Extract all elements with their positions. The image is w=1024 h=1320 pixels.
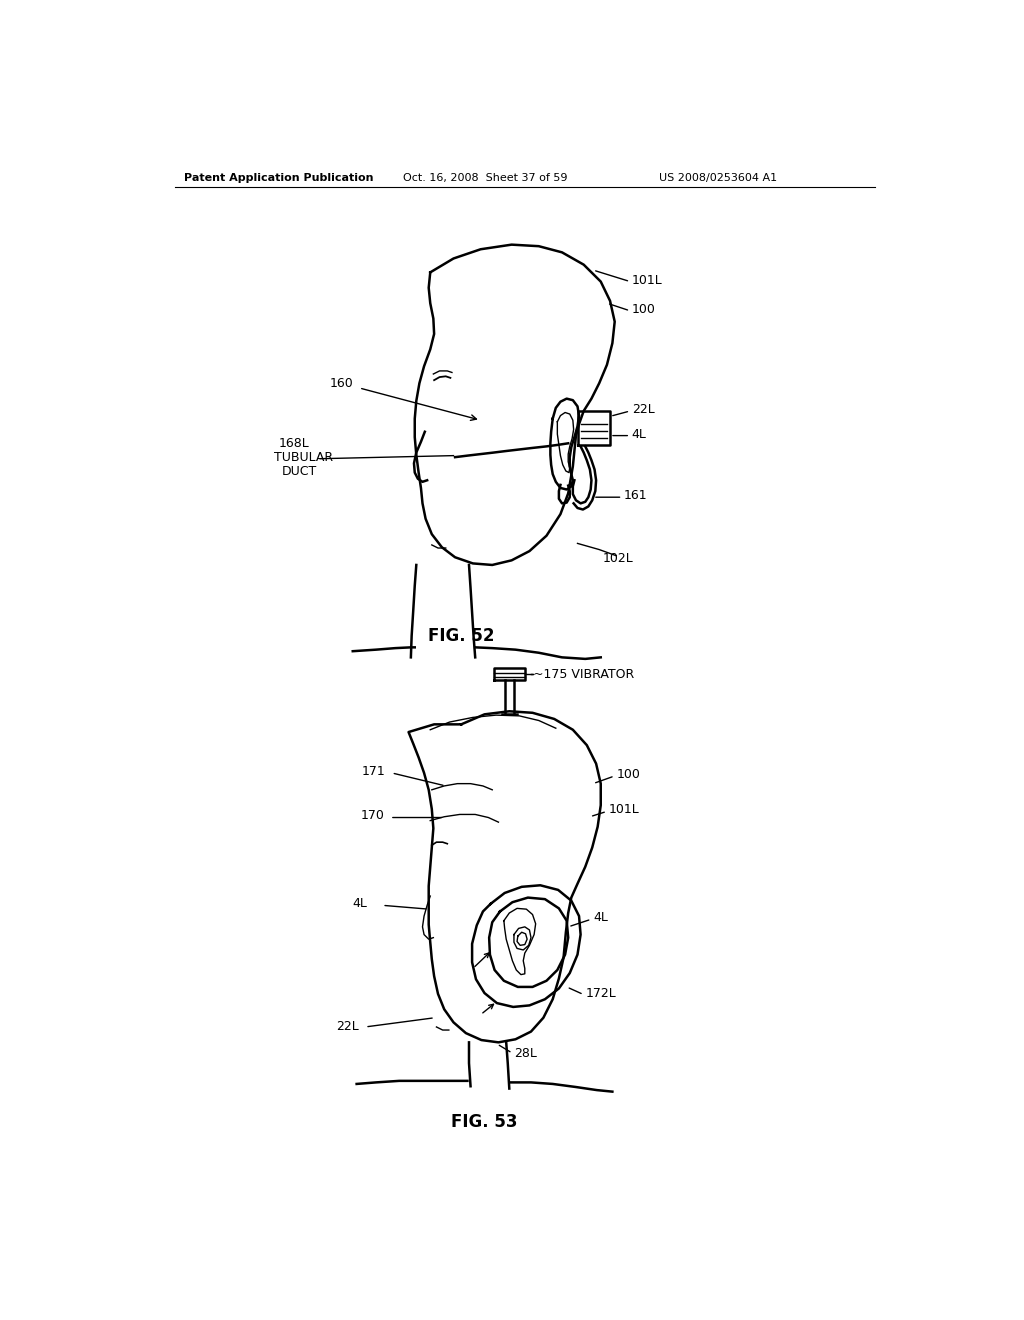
Text: Patent Application Publication: Patent Application Publication — [183, 173, 374, 182]
Text: 172L: 172L — [586, 986, 616, 999]
Text: Oct. 16, 2008  Sheet 37 of 59: Oct. 16, 2008 Sheet 37 of 59 — [403, 173, 567, 182]
Text: 101L: 101L — [632, 273, 663, 286]
Text: 102L: 102L — [602, 552, 633, 565]
Text: 168L: 168L — [280, 437, 310, 450]
Text: 160: 160 — [330, 376, 353, 389]
Text: 22L: 22L — [336, 1019, 358, 1032]
Text: 4L: 4L — [632, 428, 646, 441]
Text: 100: 100 — [632, 302, 655, 315]
Text: 101L: 101L — [608, 804, 639, 816]
Text: FIG. 53: FIG. 53 — [452, 1114, 518, 1131]
Text: 4L: 4L — [593, 911, 608, 924]
Text: 28L: 28L — [514, 1047, 537, 1060]
Text: ~175 VIBRATOR: ~175 VIBRATOR — [532, 668, 634, 681]
Text: FIG. 52: FIG. 52 — [428, 627, 495, 644]
Text: 161: 161 — [624, 490, 647, 502]
Text: 4L: 4L — [352, 898, 368, 911]
Text: 171: 171 — [362, 764, 386, 777]
Text: 170: 170 — [360, 809, 384, 822]
Text: 100: 100 — [616, 768, 640, 781]
Text: DUCT: DUCT — [282, 465, 316, 478]
Text: 22L: 22L — [632, 403, 654, 416]
Text: TUBULAR: TUBULAR — [273, 450, 333, 463]
Text: US 2008/0253604 A1: US 2008/0253604 A1 — [658, 173, 777, 182]
